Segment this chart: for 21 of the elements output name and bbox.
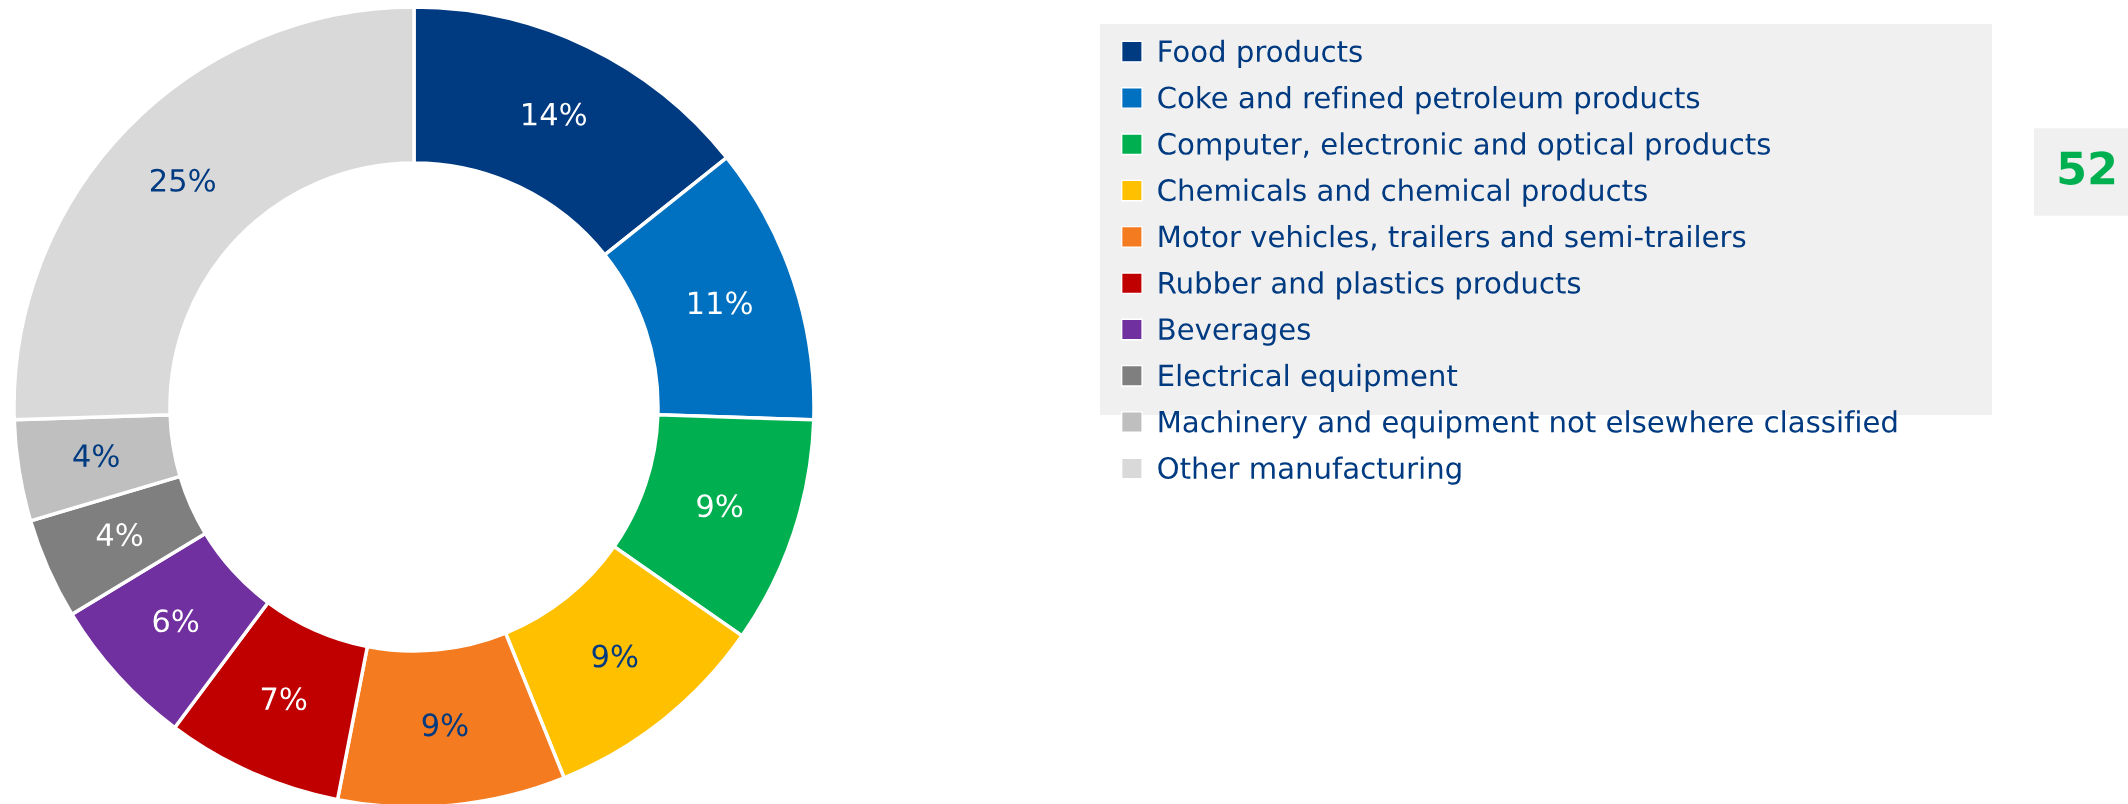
- legend-label: Chemicals and chemical products: [1158, 178, 1647, 207]
- data-label: 7%: [261, 687, 307, 711]
- data-label: 11%: [688, 291, 752, 315]
- legend-label: Food products: [1159, 39, 1362, 68]
- legend-label: Electrical equipment: [1159, 363, 1458, 393]
- legend-label: Machinery and equipment not elsewhere classified: [1159, 410, 1897, 439]
- data-label: 25%: [150, 168, 215, 192]
- legend-label: Computer, electronic and optical products: [1158, 132, 1771, 161]
- data-label: 4%: [73, 444, 119, 468]
- text: 52: [2059, 151, 2115, 185]
- data-label: 4%: [96, 523, 143, 547]
- data-label: 6%: [153, 609, 199, 633]
- legend-label: Rubber and plastics products: [1159, 271, 1581, 300]
- legend-label: Coke and refined petroleum products: [1158, 85, 1700, 115]
- legend-label: Other manufacturing: [1158, 456, 1461, 485]
- data-label: 9%: [697, 494, 743, 518]
- data-label: 9%: [422, 713, 468, 737]
- legend-label: Beverages: [1159, 318, 1310, 346]
- data-label: 9%: [592, 644, 638, 668]
- data-label: 14%: [523, 102, 586, 126]
- legend-label: Motor vehicles, trailers and semi-trailers: [1159, 224, 1746, 251]
